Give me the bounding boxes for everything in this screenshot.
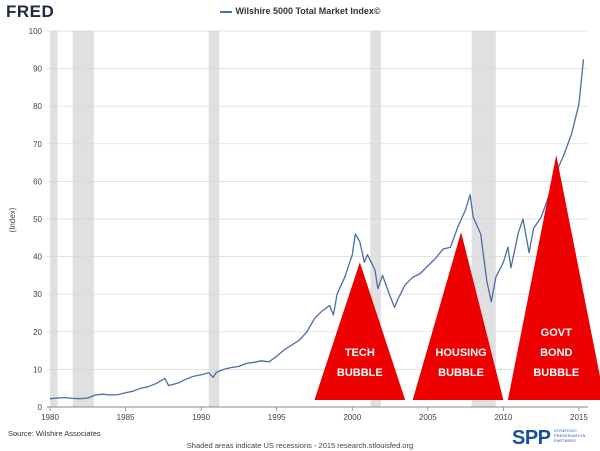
legend-line-swatch: [219, 10, 232, 13]
x-tick-label: 2015: [570, 413, 588, 422]
bubble-label: BUBBLE: [533, 367, 579, 379]
x-tick-label: 1995: [268, 413, 286, 422]
y-tick-label: 100: [29, 27, 43, 36]
y-tick-label: 70: [33, 140, 42, 149]
bubble-label: BUBBLE: [438, 367, 484, 379]
y-tick-label: 20: [33, 328, 42, 337]
x-tick-label: 1985: [117, 413, 135, 422]
bubble-label: TECH: [345, 347, 375, 359]
series-line-wilshire: [49, 59, 585, 400]
fred-logo: FRED: [6, 2, 55, 21]
annotations: TECH BUBBLE HOUSING BUBBLE GOVT BOND BUBBLE: [314, 155, 600, 400]
spp-logo-letters: SPP: [512, 427, 551, 449]
series-line: [49, 59, 585, 400]
recession-footnote: Shaded areas indicate US recessions - 20…: [186, 441, 414, 450]
y-tick-label: 30: [33, 290, 42, 299]
chart-title-text: Wilshire 5000 Total Market Index©: [235, 6, 381, 16]
bubble-label: BOND: [540, 347, 572, 359]
x-tick-label: 1990: [192, 413, 210, 422]
axes: 0 10 20 30 40 50 60 70 80 90 100 1980 1985 1990 1995 20…: [29, 27, 589, 422]
x-tick-label: 2005: [419, 413, 437, 422]
bubble-triangle: [314, 262, 406, 400]
x-tick-label: 2010: [494, 413, 512, 422]
y-tick-label: 0: [38, 403, 43, 412]
y-tick-label: 80: [33, 102, 42, 111]
y-tick-label: 40: [33, 253, 42, 262]
x-tick-label: 1980: [41, 413, 59, 422]
chart-title: Wilshire 5000 Total Market Index©: [0, 6, 600, 16]
y-tick-label: 90: [33, 65, 42, 74]
bubble-triangle: [412, 232, 504, 400]
bubble-label: HOUSING: [435, 347, 486, 359]
bubble-label: BUBBLE: [337, 367, 383, 379]
bubble-triangle: [507, 155, 600, 400]
spp-logo: SPP STRATEGIC PRESERVATION PARTNERS: [512, 426, 598, 450]
grid: [47, 30, 588, 370]
x-tick-label: 2000: [343, 413, 361, 422]
spp-logo-subtitle: STRATEGIC PRESERVATION PARTNERS: [554, 429, 586, 443]
y-axis-label: (Index): [8, 207, 17, 232]
y-tick-label: 50: [33, 215, 42, 224]
source-note: Source: Wilshire Associates: [8, 429, 101, 438]
y-tick-label: 60: [33, 177, 42, 186]
bubble-label: GOVT: [541, 327, 572, 339]
y-tick-label: 10: [33, 365, 42, 374]
